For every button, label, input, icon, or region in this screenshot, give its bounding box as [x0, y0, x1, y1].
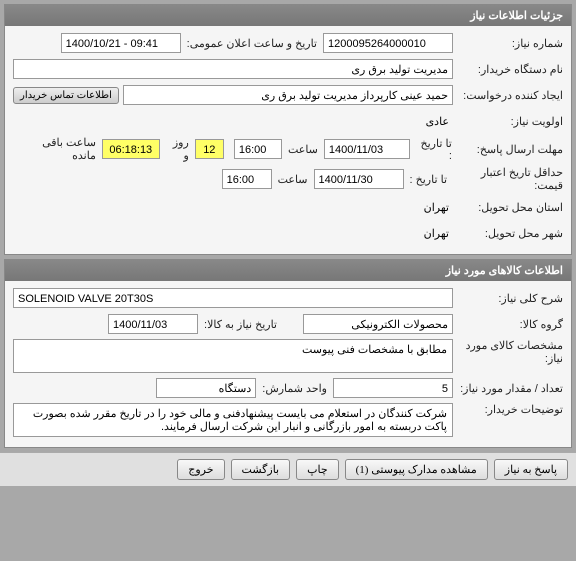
- validity-date-field[interactable]: 1400/11/30: [314, 169, 404, 189]
- need-no-label: شماره نیاز:: [453, 37, 563, 50]
- spec-label: مشخصات کالای مورد نیاز:: [453, 339, 563, 365]
- validity-label: حداقل تاریخ اعتبار قیمت:: [453, 166, 563, 192]
- need-no-field[interactable]: 1200095264000010: [323, 33, 453, 53]
- print-button[interactable]: چاپ: [296, 459, 339, 480]
- deadline-time-field[interactable]: 16:00: [234, 139, 282, 159]
- spec-field[interactable]: مطابق با مشخصات فنی پیوست: [13, 339, 453, 373]
- days-remaining-field: 12: [195, 139, 224, 159]
- city-value: تهران: [420, 225, 453, 242]
- group-field[interactable]: محصولات الکترونیکی: [303, 314, 453, 334]
- priority-value: عادی: [422, 113, 453, 130]
- goods-info-header: اطلاعات کالاهای مورد نیاز: [5, 260, 571, 281]
- respond-button[interactable]: پاسخ به نیاز: [494, 459, 568, 480]
- need-date-field[interactable]: 1400/11/03: [108, 314, 198, 334]
- qty-label: تعداد / مقدار مورد نیاز:: [453, 382, 563, 395]
- deadline-date-field[interactable]: 1400/11/03: [324, 139, 410, 159]
- qty-field[interactable]: 5: [333, 378, 453, 398]
- need-info-header: جزئیات اطلاعات نیاز: [5, 5, 571, 26]
- button-bar: پاسخ به نیاز مشاهده مدارک پیوستی (1) چاپ…: [0, 452, 576, 486]
- days-label: روز و: [160, 136, 195, 162]
- buyer-label: نام دستگاه خریدار:: [453, 63, 563, 76]
- until-label-1: تا تاریخ :: [410, 137, 458, 162]
- priority-label: اولویت نیاز:: [453, 115, 563, 128]
- buyer-field[interactable]: مدیریت تولید برق ری: [13, 59, 453, 79]
- requester-label: ایجاد کننده درخواست:: [453, 89, 563, 102]
- desc-label: شرح کلی نیاز:: [453, 292, 563, 305]
- contact-buyer-button[interactable]: اطلاعات تماس خریدار: [13, 87, 119, 104]
- attachments-button[interactable]: مشاهده مدارک پیوستی (1): [345, 459, 488, 480]
- unit-field[interactable]: دستگاه: [156, 378, 256, 398]
- exit-button[interactable]: خروج: [177, 459, 224, 480]
- validity-time-field[interactable]: 16:00: [222, 169, 272, 189]
- remain-label: ساعت باقی مانده: [13, 136, 102, 162]
- back-button[interactable]: بازگشت: [231, 459, 291, 480]
- goods-info-body: شرح کلی نیاز: SOLENOID VALVE 20T30S گروه…: [5, 281, 571, 447]
- announce-field[interactable]: 1400/10/21 - 09:41: [61, 33, 181, 53]
- goods-info-panel: اطلاعات کالاهای مورد نیاز شرح کلی نیاز: …: [4, 259, 572, 448]
- time-label-2: ساعت: [272, 173, 314, 186]
- notes-field[interactable]: شرکت کنندگان در استعلام می بایست پیشنهاد…: [13, 403, 453, 437]
- unit-label: واحد شمارش:: [256, 382, 333, 395]
- time-remaining-field: 06:18:13: [102, 139, 160, 159]
- state-value: تهران: [420, 199, 453, 216]
- state-label: استان محل تحویل:: [453, 201, 563, 214]
- need-info-body: شماره نیاز: 1200095264000010 تاریخ و ساع…: [5, 26, 571, 254]
- city-label: شهر محل تحویل:: [453, 227, 563, 240]
- requester-field[interactable]: حمید عینی کارپرداز مدیریت تولید برق ری: [123, 85, 453, 105]
- group-label: گروه کالا:: [453, 318, 563, 331]
- deadline-label: مهلت ارسال پاسخ:: [458, 143, 563, 156]
- desc-field[interactable]: SOLENOID VALVE 20T30S: [13, 288, 453, 308]
- notes-label: توضیحات خریدار:: [453, 403, 563, 416]
- need-info-panel: جزئیات اطلاعات نیاز شماره نیاز: 12000952…: [4, 4, 572, 255]
- announce-label: تاریخ و ساعت اعلان عمومی:: [181, 37, 323, 50]
- time-label-1: ساعت: [282, 143, 324, 156]
- until-label-2: تا تاریخ :: [404, 173, 453, 186]
- need-date-label: تاریخ نیاز به کالا:: [198, 318, 283, 331]
